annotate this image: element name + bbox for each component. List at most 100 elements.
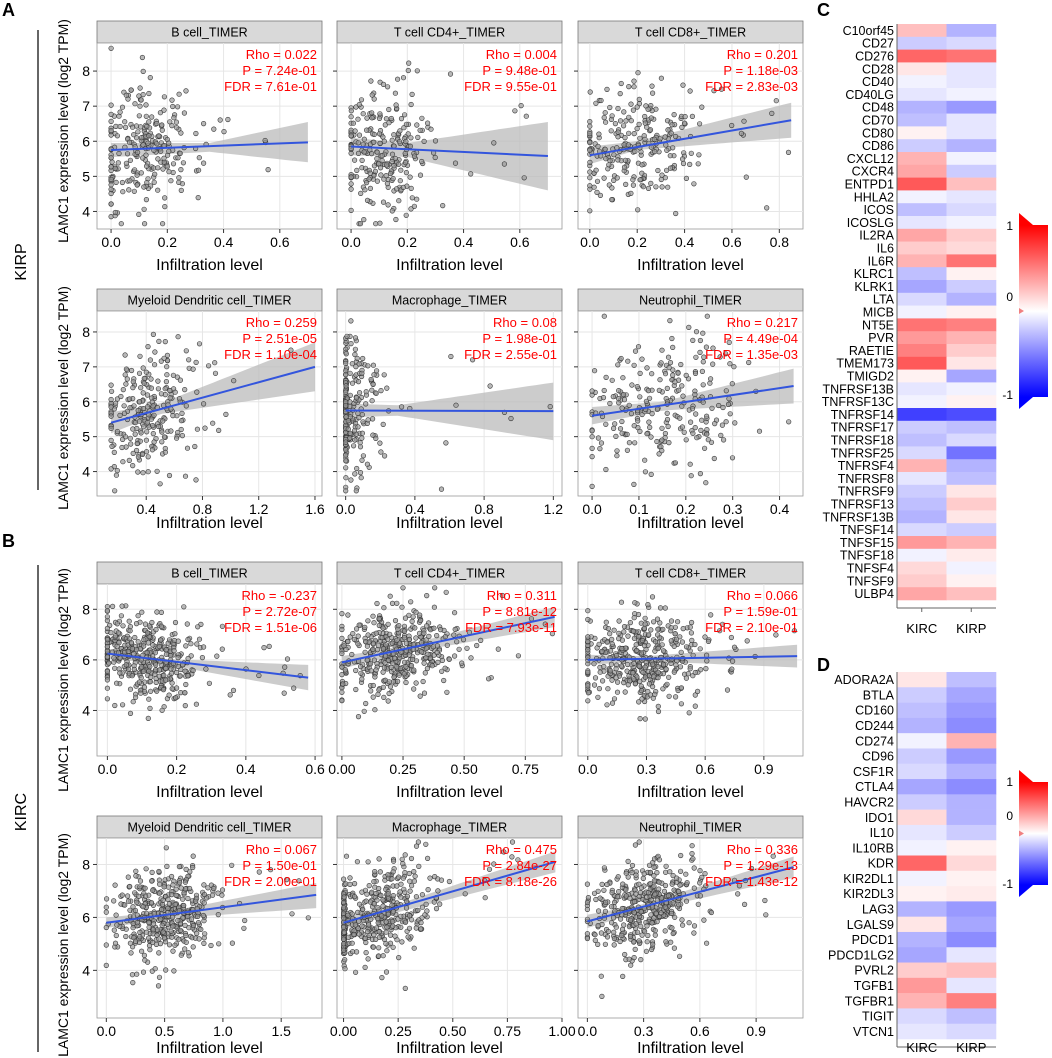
scatter-kirp-2-point (601, 114, 607, 121)
scatter-kirc-4-point (380, 903, 386, 909)
scatter-kirp-2-point (695, 161, 701, 167)
scatter-kirc-4-point (350, 949, 356, 955)
scatter-kirp-1-point (409, 91, 415, 97)
scatter-kirp-2-point (642, 113, 648, 120)
scatter-kirc-4-point (399, 939, 405, 945)
scatter-kirp-3-point (147, 357, 153, 363)
scatter-kirp-2-point (617, 118, 624, 124)
scatter-kirp-2-point (785, 149, 792, 155)
scatter-kirp-3-point (113, 472, 119, 478)
scatter-kirc-2-point (616, 618, 622, 624)
scatter-kirp-5-point (589, 445, 595, 452)
scatter-kirp-5-point (693, 354, 699, 360)
scatter-kirc-0-point (104, 685, 110, 691)
scatter-kirc-1-point (389, 600, 396, 607)
scatter-kirc-1-point (388, 664, 394, 671)
heatmap-c-col-label-kirc: KIRC (906, 621, 937, 636)
scatter-kirc-5-point (697, 867, 703, 874)
scatter-kirc-2-point (668, 618, 675, 624)
scatter-kirc-3-point (168, 928, 174, 934)
scatter-kirp-0-point (143, 197, 149, 203)
scatter-kirc-3-point (150, 927, 156, 933)
scatter-kirp-4-point (348, 318, 354, 324)
heatmap-d-row-label: LGALS9 (847, 918, 894, 932)
scatter-kirc-0-point (230, 687, 237, 694)
scatter-kirc-0-point (111, 655, 117, 661)
scatter-kirc-0-point (184, 621, 190, 627)
heatmap-c-cell (897, 216, 947, 230)
scatter-kirc-4-point (355, 909, 361, 916)
scatter-kirc-4-point (379, 913, 385, 919)
scatter-kirp-2-point (644, 124, 650, 130)
scatter-kirp-1-point (400, 184, 406, 190)
scatter-kirc-5-point (762, 897, 768, 904)
scatter-kirc-3-point (163, 967, 169, 973)
scatter-kirc-5-point (689, 843, 695, 849)
scatter-kirp-3-point (160, 418, 166, 424)
scatter-kirc-0-point (175, 663, 181, 670)
scatter-kirp-3-point (129, 367, 135, 374)
scatter-kirc-2-point (609, 700, 616, 706)
scatter-kirp-2-point (696, 152, 702, 158)
scatter-kirc-1-point (411, 667, 417, 673)
scatter-kirp-4-point (359, 457, 365, 463)
scatter-kirp-5-point (672, 379, 678, 385)
heatmap-c-cell (946, 164, 997, 178)
scatter-kirc-3-point (242, 917, 248, 924)
scatter-kirp-5-title: Neutrophil_TIMER (639, 294, 742, 308)
scatter-kirc-4-point (408, 855, 415, 862)
heatmap-c-cell (897, 228, 947, 242)
scatter-kirp-5-point (639, 356, 645, 362)
scatter-kirp-0-point (143, 113, 149, 119)
scatter-kirp-2-point (594, 189, 600, 195)
scatter-kirc-3-point (143, 893, 149, 899)
scatter-kirp-2-point (587, 175, 593, 181)
heatmap-c-cell (897, 36, 947, 50)
heatmap-d-cell (897, 702, 947, 719)
scatter-kirp-4-point (355, 424, 361, 430)
scatter-kirc-2-point (655, 669, 661, 676)
scatter-kirc-1-point (376, 687, 382, 693)
scatter-kirc-5-point (631, 954, 637, 961)
scatter-kirc-3-point (149, 878, 155, 884)
scatter-kirc-1-point (422, 670, 428, 676)
scatter-kirc-0-point (145, 630, 151, 636)
scatter-kirc-1-point (355, 641, 361, 647)
scatter-kirc-0-point (182, 668, 188, 674)
heatmap-d-cell (946, 840, 997, 856)
heatmap-c-cell (946, 203, 997, 217)
heatmap-c-cell (946, 88, 997, 102)
scatter-kirc-4-xtick-label-3: 0.75 (494, 1023, 521, 1039)
scatter-kirc-3-point (201, 882, 207, 888)
scatter-kirc-2-point (651, 674, 657, 680)
scatter-kirc-3-point (119, 892, 125, 898)
scatter-kirp-2-point (670, 145, 676, 151)
scatter-kirc-5-point (641, 928, 648, 934)
scatter-kirp-5-point (700, 330, 706, 336)
scatter-kirp-5-point (694, 435, 700, 441)
scatter-kirp-3-point (201, 401, 207, 407)
heatmap-c-cell (897, 382, 947, 396)
scatter-kirp-1-point (381, 176, 387, 182)
heatmap-d-cell (897, 733, 947, 749)
scatter-kirp-0-point (122, 124, 129, 130)
scatter-kirc-5-xtick-label-2: 0.6 (690, 1023, 710, 1039)
scatter-kirc-5-point (703, 940, 710, 946)
scatter-kirc-5-point (584, 935, 591, 942)
scatter-kirc-5-point (649, 920, 655, 926)
scatter-kirc-5-xtick-label-3: 0.9 (746, 1023, 766, 1039)
heatmap-d-cell (897, 809, 947, 826)
scatter-kirc-2-point (638, 687, 645, 694)
scatter-kirp-2-xtick-label-0: 0.0 (580, 234, 600, 250)
heatmap-d-row-label: TGFB1 (854, 979, 894, 993)
heatmap-d-cell (897, 870, 947, 887)
heatmap-c-cell (946, 331, 997, 345)
scatter-kirp-1-point (364, 115, 370, 121)
scatter-kirp-3-point (194, 426, 200, 432)
scatter-kirc-4-point (402, 985, 408, 992)
scatter-kirp-5-point (662, 430, 669, 437)
scatter-kirc-0-point (169, 680, 175, 686)
scatter-kirc-5-point (598, 930, 605, 936)
scatter-kirp-2-point (606, 162, 612, 168)
heatmap-d-col-label-kirp: KIRP (956, 1040, 986, 1055)
